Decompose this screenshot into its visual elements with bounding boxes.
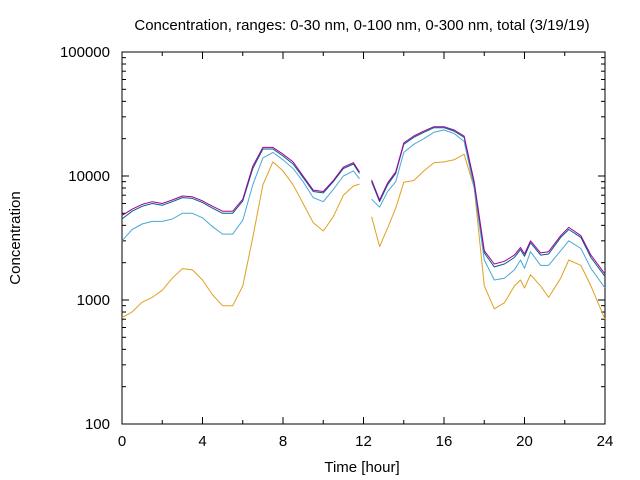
x-tick-label: 12: [355, 433, 372, 450]
y-tick-label: 100: [85, 416, 110, 433]
series-line: [121, 129, 606, 289]
x-tick-label: 24: [597, 433, 614, 450]
chart-title: Concentration, ranges: 0-30 nm, 0-100 nm…: [134, 17, 589, 34]
y-tick-label: 1000: [77, 292, 110, 309]
x-tick-label: 4: [198, 433, 206, 450]
x-tick-label: 16: [436, 433, 453, 450]
y-tick-label: 100000: [60, 44, 110, 61]
plot-frame: [121, 51, 606, 425]
x-axis-label: Time [hour]: [324, 459, 399, 476]
x-tick-label: 8: [279, 433, 287, 450]
series-line: [121, 153, 606, 320]
series-line: [121, 126, 606, 275]
y-tick-labels: 100 1000 10000 100000: [60, 44, 110, 433]
x-tick-labels: 0 4 8 12 16 20 24: [118, 433, 614, 450]
x-tick-label: 20: [516, 433, 533, 450]
data-series: [121, 126, 606, 320]
tick-marks: [121, 51, 606, 425]
y-tick-label: 10000: [68, 168, 110, 185]
x-tick-label: 0: [118, 433, 126, 450]
y-axis-label: Concentration: [7, 191, 24, 284]
series-line: [121, 127, 606, 277]
